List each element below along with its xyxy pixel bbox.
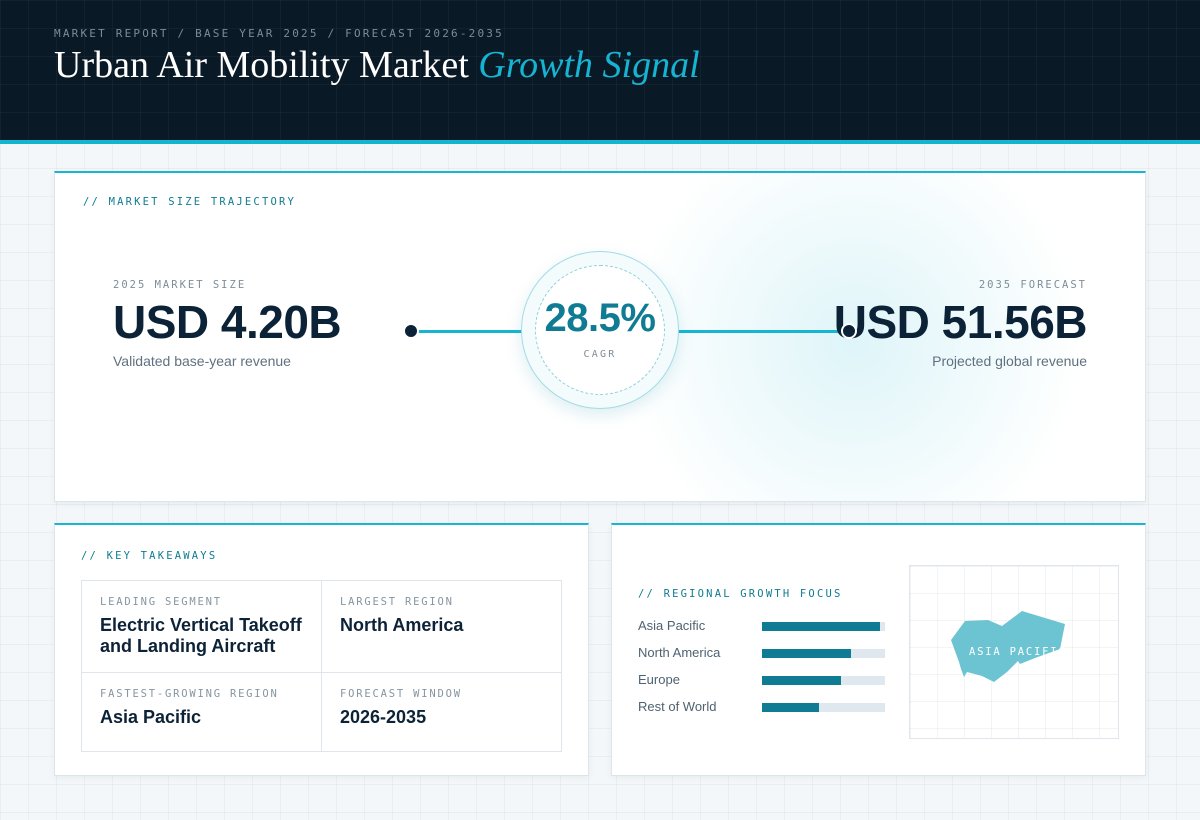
region-bar-track — [762, 703, 885, 712]
forecast-label: 2035 FORECAST — [978, 279, 1087, 291]
takeaway-value: Asia Pacific — [100, 707, 202, 727]
map-region-label: ASIA PACIFIC — [969, 646, 1067, 658]
region-row: Rest of World — [638, 699, 888, 715]
takeaway-value: North America — [340, 615, 464, 635]
base-year-value: USD 4.20B — [113, 296, 342, 348]
region-bar-track — [762, 676, 885, 685]
takeaway-fastest-growing-region: FASTEST-GROWING REGION Asia Pacific — [82, 673, 322, 751]
base-year-label: 2025 MARKET SIZE — [113, 279, 247, 291]
region-row: Asia Pacific — [638, 618, 888, 634]
title-main: Urban Air Mobility Market — [54, 44, 469, 86]
takeaway-key: FORECAST WINDOW — [340, 688, 462, 700]
region-name: Europe — [638, 672, 680, 687]
region-bar-fill — [762, 703, 819, 712]
cagr-label: CAGR — [583, 349, 617, 360]
track-end-dot — [841, 323, 857, 339]
takeaway-leading-segment: LEADING SEGMENT Electric Vertical Takeof… — [82, 581, 322, 673]
report-header: MARKET REPORT / BASE YEAR 2025 / FORECAS… — [0, 0, 1200, 144]
takeaway-key: FASTEST-GROWING REGION — [100, 688, 279, 700]
region-bar-track — [762, 649, 885, 658]
region-row: Europe — [638, 672, 888, 688]
region-bar-fill — [762, 622, 881, 631]
title-accent: Growth Signal — [478, 44, 700, 86]
section-title: // MARKET SIZE TRAJECTORY — [83, 196, 297, 208]
takeaway-largest-region: LARGEST REGION North America — [322, 581, 562, 673]
map-region-shape — [951, 611, 1065, 682]
cagr-badge: 28.5% CAGR — [521, 251, 679, 409]
section-title: // KEY TAKEAWAYS — [81, 550, 218, 562]
takeaway-value: 2026-2035 — [340, 707, 427, 727]
takeaway-key: LEADING SEGMENT — [100, 596, 222, 608]
asia-pacific-mini-map: ASIA PACIFIC — [909, 565, 1119, 739]
takeaway-forecast-window: FORECAST WINDOW 2026-2035 — [322, 673, 562, 751]
region-bar-fill — [762, 676, 841, 685]
takeaways-grid: LEADING SEGMENT Electric Vertical Takeof… — [81, 580, 562, 752]
track-start-dot — [403, 323, 419, 339]
base-year-caption: Validated base-year revenue — [113, 353, 291, 369]
region-row: North America — [638, 645, 888, 661]
takeaway-value: Electric Vertical Takeoff and Landing Ai… — [100, 615, 302, 656]
background-glow — [625, 173, 1085, 501]
cagr-inner-ring — [535, 265, 665, 395]
key-takeaways-card: // KEY TAKEAWAYS LEADING SEGMENT Electri… — [54, 523, 589, 776]
breadcrumb: MARKET REPORT / BASE YEAR 2025 / FORECAS… — [54, 27, 504, 40]
forecast-caption: Projected global revenue — [932, 353, 1087, 369]
cagr-value: 28.5% — [544, 296, 656, 340]
page-title: Urban Air Mobility Market Growth Signal — [54, 43, 700, 87]
region-name: North America — [638, 645, 721, 660]
region-name: Rest of World — [638, 699, 717, 714]
forecast-value: USD 51.56B — [833, 296, 1088, 348]
takeaway-key: LARGEST REGION — [340, 596, 454, 608]
region-bar-track — [762, 622, 885, 631]
region-name: Asia Pacific — [638, 618, 706, 633]
section-title: // REGIONAL GROWTH FOCUS — [638, 588, 843, 600]
market-size-trajectory-card: // MARKET SIZE TRAJECTORY 2025 MARKET SI… — [54, 171, 1146, 502]
regional-growth-card: // REGIONAL GROWTH FOCUS Asia Pacific No… — [611, 523, 1146, 776]
region-bar-fill — [762, 649, 851, 658]
